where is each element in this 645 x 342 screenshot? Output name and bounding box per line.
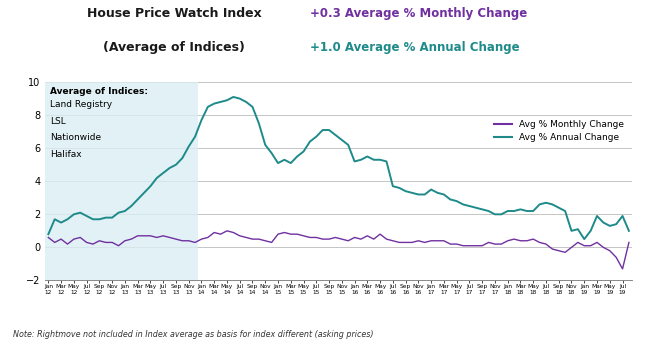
Text: Nationwide: Nationwide [50, 133, 101, 142]
Text: Average of Indices:: Average of Indices: [50, 87, 148, 96]
Text: (Average of Indices): (Average of Indices) [103, 41, 245, 54]
Text: LSL: LSL [50, 117, 66, 126]
Text: +1.0 Average % Annual Change: +1.0 Average % Annual Change [310, 41, 519, 54]
Text: Note: Rightmove not included in Index average as basis for index different (aski: Note: Rightmove not included in Index av… [13, 330, 373, 339]
Bar [45, 82, 198, 280]
Text: House Price Watch Index: House Price Watch Index [87, 7, 261, 20]
Legend: Avg % Monthly Change, Avg % Annual Change: Avg % Monthly Change, Avg % Annual Chang… [490, 116, 628, 146]
Text: +0.3 Average % Monthly Change: +0.3 Average % Monthly Change [310, 7, 527, 20]
Text: Halifax: Halifax [50, 150, 82, 159]
Text: Land Registry: Land Registry [50, 100, 112, 109]
